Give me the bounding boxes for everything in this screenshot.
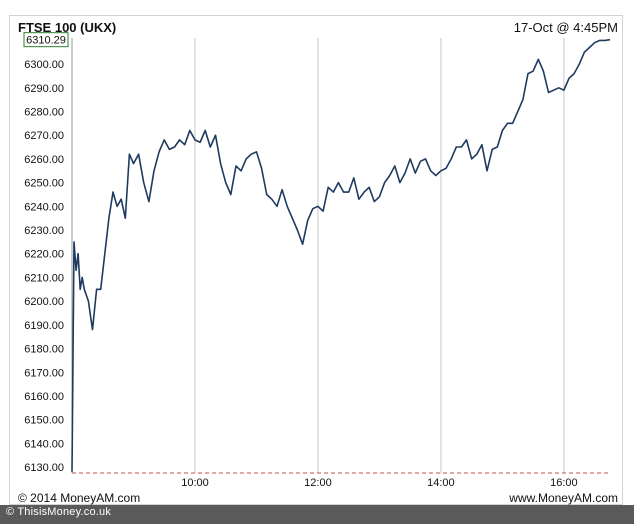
y-tick-label: 6170.00 <box>24 367 64 379</box>
timestamp: 17-Oct @ 4:45PM <box>513 20 618 35</box>
y-tick-label: 6200.00 <box>24 296 64 308</box>
watermark-text: © ThisisMoney.co.uk <box>6 506 112 518</box>
y-tick-label: 6290.00 <box>24 83 64 95</box>
chart-title: FTSE 100 (UKX) <box>18 20 117 35</box>
y-tick-label: 6180.00 <box>24 344 64 356</box>
y-tick-label: 6130.00 <box>24 462 64 474</box>
y-tick-label: 6210.00 <box>24 272 64 284</box>
x-tick-label: 10:00 <box>181 477 209 489</box>
chart-frame <box>9 15 623 505</box>
y-tick-label: 6300.00 <box>24 59 64 71</box>
x-tick-label: 16:00 <box>550 477 578 489</box>
last-value-badge <box>23 32 69 48</box>
series-line <box>71 38 611 472</box>
x-tick-label: 12:00 <box>304 477 332 489</box>
y-tick-label: 6270.00 <box>24 130 64 142</box>
y-tick-label: 6230.00 <box>24 225 64 237</box>
watermark-bar <box>0 505 634 524</box>
site-link[interactable]: www.MoneyAM.com <box>509 491 618 505</box>
x-tick-label: 14:00 <box>427 477 455 489</box>
y-tick-label: 6250.00 <box>24 178 64 190</box>
copyright-text: © 2014 MoneyAM.com <box>18 491 141 505</box>
y-tick-label: 6160.00 <box>24 391 64 403</box>
y-tick-label: 6280.00 <box>24 106 64 118</box>
y-tick-label: 6240.00 <box>24 201 64 213</box>
y-tick-label: 6140.00 <box>24 438 64 450</box>
y-tick-label: 6190.00 <box>24 320 64 332</box>
y-tick-label: 6260.00 <box>24 154 64 166</box>
y-tick-label: 6150.00 <box>24 415 64 427</box>
y-tick-label: 6220.00 <box>24 249 64 261</box>
last-value-label: 6310.29 <box>26 35 66 47</box>
